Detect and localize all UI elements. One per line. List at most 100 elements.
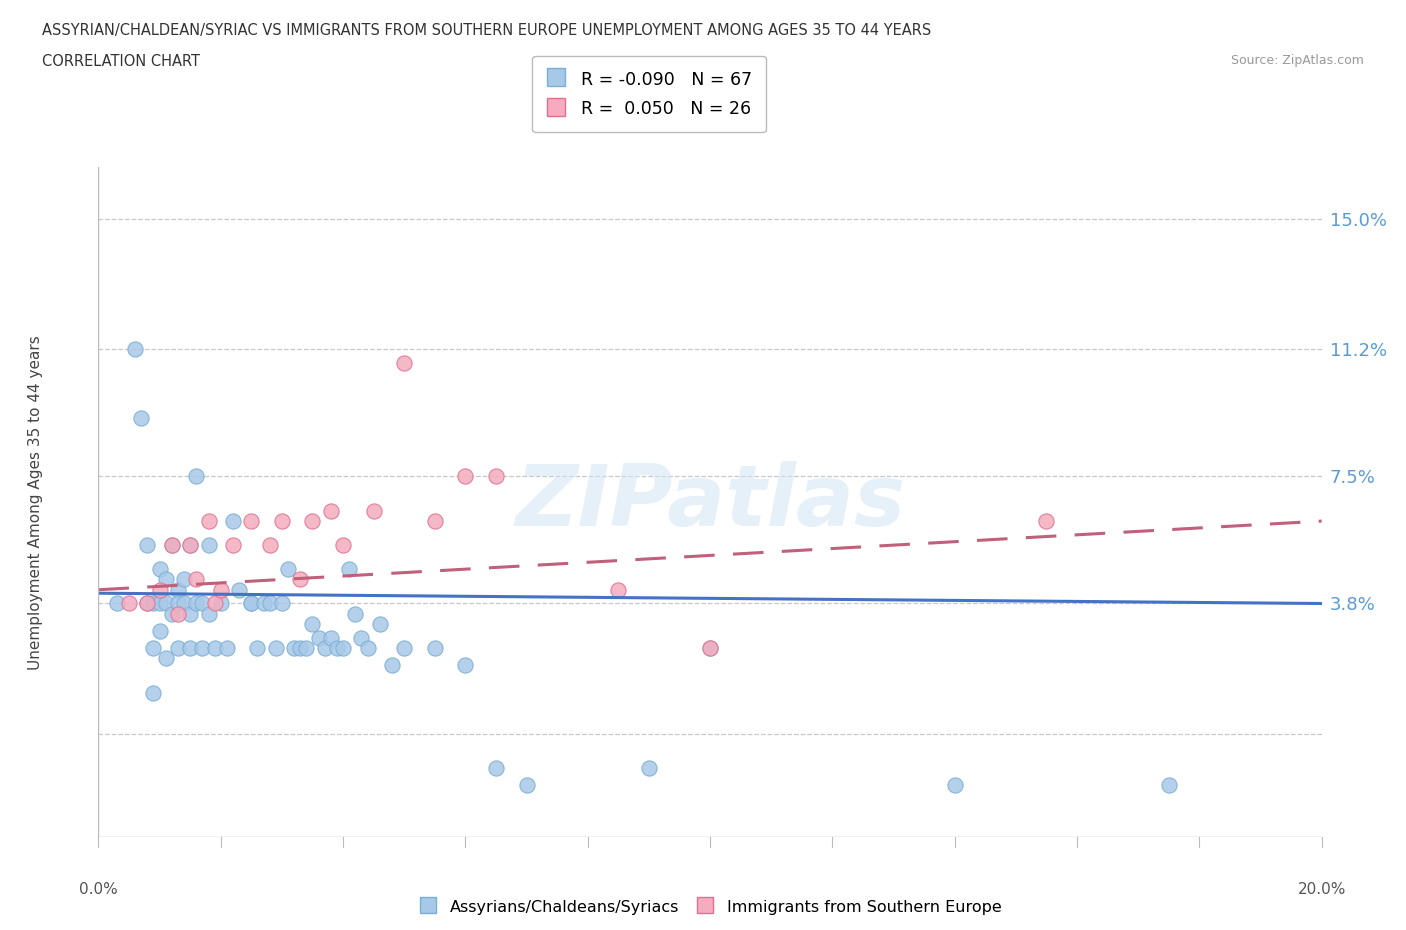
Point: [160, 538, 183, 552]
Point: [381, 658, 404, 672]
Point: [295, 641, 318, 656]
Point: [301, 513, 323, 528]
Point: [209, 582, 232, 597]
Point: [167, 596, 190, 611]
Point: [129, 411, 152, 426]
Point: [252, 596, 274, 611]
Point: [155, 596, 177, 611]
Point: [105, 596, 128, 611]
Point: [136, 538, 159, 552]
Point: [179, 641, 201, 656]
Point: [222, 538, 245, 552]
Point: [228, 582, 250, 597]
Point: [197, 538, 219, 552]
Point: [179, 538, 201, 552]
Point: [204, 596, 226, 611]
Point: [319, 503, 342, 518]
Point: [142, 596, 165, 611]
Point: [155, 572, 177, 587]
Point: [332, 538, 354, 552]
Text: CORRELATION CHART: CORRELATION CHART: [42, 54, 200, 69]
Text: 20.0%: 20.0%: [1298, 882, 1346, 897]
Text: ZIPatlas: ZIPatlas: [515, 460, 905, 544]
Point: [142, 641, 165, 656]
Point: [222, 513, 245, 528]
Point: [368, 617, 391, 631]
Point: [290, 572, 312, 587]
Text: ASSYRIAN/CHALDEAN/SYRIAC VS IMMIGRANTS FROM SOUTHERN EUROPE UNEMPLOYMENT AMONG A: ASSYRIAN/CHALDEAN/SYRIAC VS IMMIGRANTS F…: [42, 23, 931, 38]
Point: [1157, 778, 1180, 793]
Point: [363, 503, 385, 518]
Point: [167, 641, 190, 656]
Point: [215, 641, 238, 656]
Point: [270, 596, 292, 611]
Point: [301, 617, 323, 631]
Point: [197, 513, 219, 528]
Point: [186, 572, 208, 587]
Point: [197, 606, 219, 621]
Point: [264, 641, 287, 656]
Point: [259, 538, 281, 552]
Point: [290, 641, 312, 656]
Point: [392, 355, 416, 370]
Point: [149, 596, 172, 611]
Point: [149, 562, 172, 577]
Point: [516, 778, 538, 793]
Point: [204, 641, 226, 656]
Point: [186, 469, 208, 484]
Point: [454, 658, 477, 672]
Point: [326, 641, 349, 656]
Point: [191, 596, 214, 611]
Point: [319, 631, 342, 645]
Point: [423, 641, 446, 656]
Point: [160, 538, 183, 552]
Point: [392, 641, 416, 656]
Point: [240, 596, 263, 611]
Point: [637, 761, 661, 776]
Point: [155, 651, 177, 666]
Point: [246, 641, 269, 656]
Legend: Assyrians/Chaldeans/Syriacs, Immigrants from Southern Europe: Assyrians/Chaldeans/Syriacs, Immigrants …: [411, 890, 1010, 923]
Point: [142, 685, 165, 700]
Point: [136, 596, 159, 611]
Point: [240, 596, 263, 611]
Point: [149, 582, 172, 597]
Point: [240, 513, 263, 528]
Point: [699, 641, 721, 656]
Point: [136, 596, 159, 611]
Point: [1035, 513, 1057, 528]
Point: [356, 641, 378, 656]
Point: [167, 582, 190, 597]
Point: [699, 641, 721, 656]
Point: [124, 342, 146, 357]
Point: [270, 513, 292, 528]
Point: [209, 596, 232, 611]
Point: [485, 761, 508, 776]
Point: [149, 623, 172, 638]
Point: [308, 631, 330, 645]
Point: [186, 596, 208, 611]
Point: [332, 641, 354, 656]
Point: [179, 538, 201, 552]
Point: [160, 606, 183, 621]
Point: [191, 641, 214, 656]
Point: [943, 778, 966, 793]
Point: [485, 469, 508, 484]
Text: Unemployment Among Ages 35 to 44 years: Unemployment Among Ages 35 to 44 years: [28, 335, 42, 670]
Text: 0.0%: 0.0%: [79, 882, 118, 897]
Text: Source: ZipAtlas.com: Source: ZipAtlas.com: [1230, 54, 1364, 67]
Point: [118, 596, 141, 611]
Point: [607, 582, 630, 597]
Point: [283, 641, 305, 656]
Point: [337, 562, 360, 577]
Point: [259, 596, 281, 611]
Point: [454, 469, 477, 484]
Point: [173, 572, 195, 587]
Point: [167, 606, 190, 621]
Point: [173, 596, 195, 611]
Point: [344, 606, 367, 621]
Point: [423, 513, 446, 528]
Point: [277, 562, 299, 577]
Point: [314, 641, 336, 656]
Point: [350, 631, 373, 645]
